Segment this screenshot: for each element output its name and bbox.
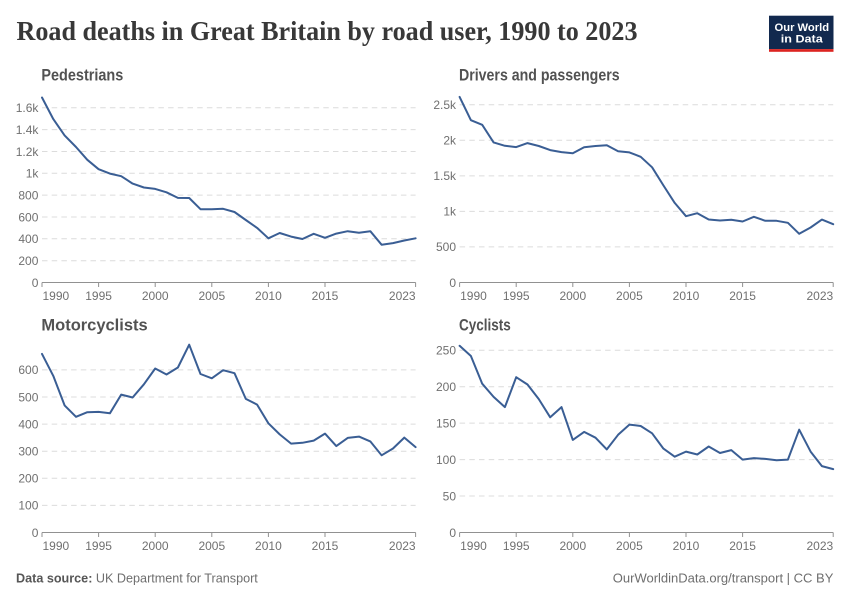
svg-text:1995: 1995 (85, 539, 112, 553)
svg-text:1990: 1990 (460, 539, 487, 553)
svg-text:2000: 2000 (559, 289, 586, 303)
svg-text:200: 200 (436, 380, 456, 394)
svg-text:2023: 2023 (389, 539, 416, 553)
svg-text:400: 400 (18, 232, 38, 246)
svg-text:0: 0 (32, 276, 39, 290)
svg-text:Motorcyclists: Motorcyclists (41, 317, 147, 335)
svg-text:400: 400 (18, 417, 38, 431)
svg-text:1.6k: 1.6k (16, 101, 40, 115)
svg-text:1k: 1k (26, 167, 40, 181)
svg-text:2000: 2000 (142, 539, 169, 553)
svg-text:100: 100 (18, 499, 38, 513)
svg-text:Cyclists: Cyclists (459, 317, 511, 335)
svg-text:2015: 2015 (729, 539, 756, 553)
svg-text:2023: 2023 (806, 539, 833, 553)
svg-text:Drivers and passengers: Drivers and passengers (459, 67, 620, 85)
svg-text:600: 600 (18, 210, 38, 224)
svg-text:2.5k: 2.5k (433, 98, 457, 112)
svg-text:2015: 2015 (312, 289, 339, 303)
svg-text:2005: 2005 (198, 289, 225, 303)
svg-text:Our World: Our World (775, 22, 830, 34)
svg-text:2015: 2015 (312, 539, 339, 553)
svg-text:1990: 1990 (43, 289, 70, 303)
svg-text:1990: 1990 (43, 539, 70, 553)
svg-text:OurWorldinData.org/transport |: OurWorldinData.org/transport | CC BY (613, 571, 834, 586)
svg-text:2005: 2005 (616, 289, 643, 303)
svg-text:2015: 2015 (729, 289, 756, 303)
svg-text:1.5k: 1.5k (433, 169, 457, 183)
svg-text:2010: 2010 (673, 289, 700, 303)
svg-text:2k: 2k (443, 134, 457, 148)
svg-text:800: 800 (18, 188, 38, 202)
svg-text:200: 200 (18, 472, 38, 486)
svg-text:0: 0 (32, 526, 39, 540)
svg-text:2023: 2023 (806, 289, 833, 303)
svg-text:1.4k: 1.4k (16, 123, 40, 137)
svg-text:500: 500 (436, 240, 456, 254)
svg-text:0: 0 (449, 276, 456, 290)
svg-text:250: 250 (436, 344, 456, 358)
svg-text:200: 200 (18, 254, 38, 268)
svg-text:1k: 1k (443, 205, 457, 219)
svg-text:1995: 1995 (503, 289, 530, 303)
svg-text:2000: 2000 (142, 289, 169, 303)
svg-text:Data source: UK Department for: Data source: UK Department for Transport (16, 571, 258, 586)
svg-text:2023: 2023 (389, 289, 416, 303)
svg-text:1990: 1990 (460, 289, 487, 303)
svg-text:in Data: in Data (781, 34, 824, 46)
svg-text:500: 500 (18, 390, 38, 404)
svg-text:600: 600 (18, 363, 38, 377)
svg-text:100: 100 (436, 453, 456, 467)
svg-text:1.2k: 1.2k (16, 145, 40, 159)
svg-text:50: 50 (443, 489, 457, 503)
svg-text:2005: 2005 (616, 539, 643, 553)
svg-text:2010: 2010 (255, 539, 282, 553)
svg-text:2010: 2010 (673, 539, 700, 553)
svg-text:2005: 2005 (198, 539, 225, 553)
svg-text:2000: 2000 (559, 539, 586, 553)
svg-text:2010: 2010 (255, 289, 282, 303)
svg-text:150: 150 (436, 416, 456, 430)
svg-text:1995: 1995 (85, 289, 112, 303)
svg-text:Pedestrians: Pedestrians (41, 67, 123, 85)
svg-text:1995: 1995 (503, 539, 530, 553)
svg-text:Road deaths in Great Britain b: Road deaths in Great Britain by road use… (17, 15, 638, 46)
svg-text:300: 300 (18, 445, 38, 459)
svg-text:0: 0 (449, 526, 456, 540)
